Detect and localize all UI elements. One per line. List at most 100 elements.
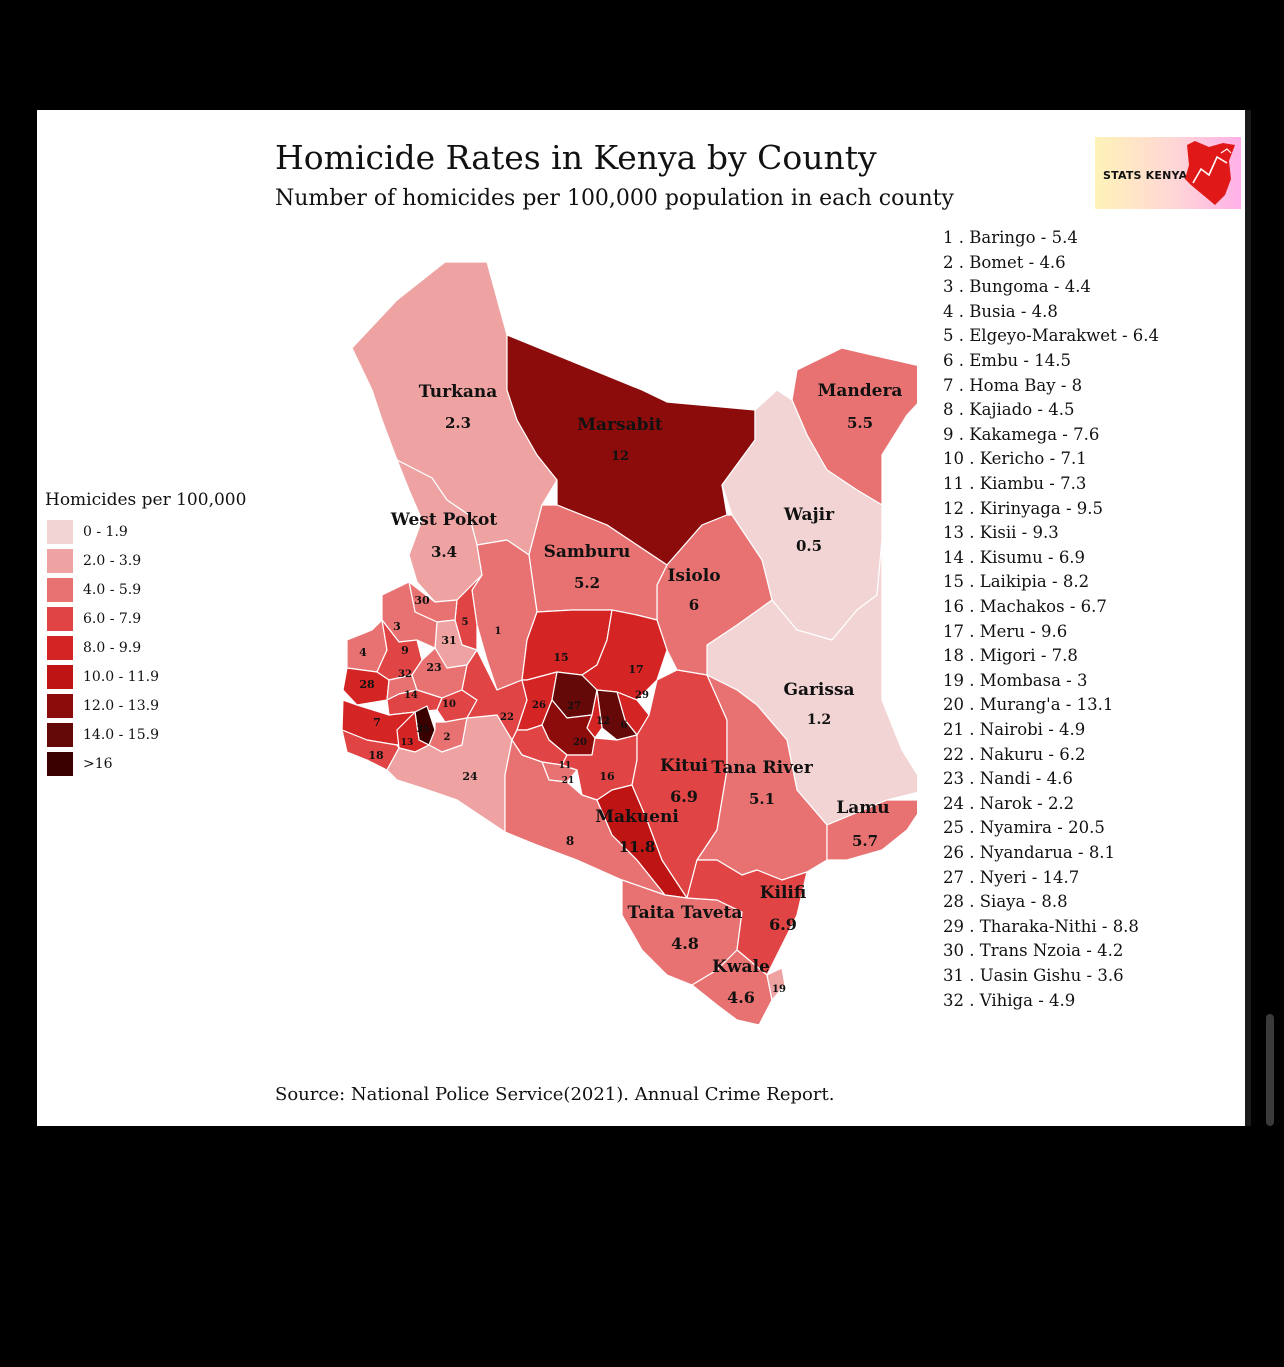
separator: - — [1016, 523, 1033, 543]
county-rate: 14.5 — [1034, 351, 1071, 370]
marker-31: 31 — [441, 634, 456, 647]
legend-label: 8.0 - 9.9 — [83, 640, 142, 656]
county-list-item: 7 . Homa Bay - 8 — [943, 376, 1082, 395]
county-list-item: 11 . Kiambu - 7.3 — [943, 474, 1086, 493]
county-rate: 5.4 — [1051, 228, 1078, 247]
value-kitui: 6.9 — [670, 787, 698, 806]
legend-label: 6.0 - 7.9 — [83, 611, 142, 627]
county-number: 13 — [943, 523, 964, 543]
county-rate: 8.8 — [1041, 892, 1068, 912]
label-makueni: Makueni — [595, 807, 679, 827]
county-name: Bungoma — [969, 277, 1049, 297]
separator: - — [1030, 769, 1047, 789]
county-list-item: 6 . Embu - 14.5 — [943, 351, 1071, 370]
label-isiolo: Isiolo — [667, 566, 720, 586]
figure-title: Homicide Rates in Kenya by County — [275, 138, 877, 177]
county-list-item: 15 . Laikipia - 8.2 — [943, 572, 1089, 591]
separator: . — [964, 916, 980, 936]
legend-swatch — [47, 723, 73, 747]
marker-4: 4 — [359, 646, 367, 659]
marker-15: 15 — [553, 651, 568, 664]
separator: . — [964, 523, 980, 543]
separator: - — [1032, 990, 1050, 1010]
county-number: 18 — [943, 646, 964, 666]
value-kwale: 4.6 — [727, 988, 755, 1007]
county-rate: 4.8 — [1031, 301, 1058, 321]
county-list-item: 8 . Kajiado - 4.5 — [943, 400, 1074, 419]
county-name: Baringo — [969, 228, 1036, 247]
county-list-item: 31 . Uasin Gishu - 3.6 — [943, 966, 1124, 985]
county-name: Bomet — [969, 252, 1024, 272]
figure-source: Source: National Police Service(2021). A… — [275, 1084, 835, 1105]
county-list-item: 32 . Vihiga - 4.9 — [943, 991, 1075, 1010]
label-tana-river: Tana River — [711, 758, 814, 778]
county-rate: 2.2 — [1047, 793, 1075, 813]
legend-label: 12.0 - 13.9 — [83, 698, 159, 714]
separator: . — [964, 474, 980, 493]
county-name: Trans Nzoia — [979, 941, 1081, 961]
county-number: 4 — [943, 301, 954, 321]
county-number: 25 — [943, 818, 964, 838]
separator: - — [1035, 228, 1052, 247]
county-number: 1 — [943, 228, 954, 247]
county-rate: 9.3 — [1032, 523, 1059, 543]
separator: . — [964, 547, 980, 567]
marker-8: 8 — [566, 834, 574, 848]
scrollbar-thumb[interactable] — [1266, 1014, 1274, 1126]
county-name: Uasin Gishu — [979, 966, 1082, 985]
separator: . — [964, 621, 980, 641]
legend-swatch — [47, 607, 73, 631]
county-rate: 8.8 — [1112, 916, 1139, 936]
separator: - — [1046, 572, 1063, 592]
separator: - — [1081, 966, 1098, 985]
separator: . — [953, 351, 970, 370]
separator: - — [1057, 424, 1074, 444]
county-name: Vihiga — [979, 990, 1033, 1010]
county-rate: 7.8 — [1051, 646, 1078, 666]
county-name: Nairobi — [979, 720, 1043, 739]
county-number: 23 — [943, 769, 964, 789]
label-wajir: Wajir — [783, 505, 835, 525]
separator: . — [953, 228, 970, 247]
county-list-item: 19 . Mombasa - 3 — [943, 671, 1088, 690]
marker-9: 9 — [401, 644, 409, 657]
county-list-item: 26 . Nyandarua - 8.1 — [943, 843, 1115, 862]
county-list-item: 3 . Bungoma - 4.4 — [943, 277, 1091, 296]
value-garissa: 1.2 — [807, 712, 831, 728]
value-isiolo: 6 — [689, 596, 699, 614]
county-number: 14 — [943, 547, 964, 567]
legend-swatch — [47, 752, 73, 776]
legend-swatch — [47, 549, 73, 573]
county-name: Laikipia — [979, 572, 1047, 592]
county-rate: 8 — [1071, 375, 1083, 395]
county-number: 31 — [943, 966, 964, 985]
separator: . — [964, 720, 980, 739]
separator: . — [964, 941, 980, 961]
county-name: Elgeyo-Marakwet — [969, 326, 1117, 346]
county-list-item: 10 . Kericho - 7.1 — [943, 449, 1087, 468]
county-list-item: 23 . Nandi - 4.6 — [943, 769, 1073, 788]
separator: - — [1060, 695, 1077, 715]
stats-kenya-logo: STATS KENYA — [1095, 137, 1241, 209]
county-name: Kiambu — [979, 474, 1045, 493]
county-rate: 20.5 — [1068, 818, 1105, 838]
county-rate: 6.9 — [1058, 547, 1086, 567]
marker-19: 19 — [772, 984, 786, 995]
county-number: 24 — [943, 793, 964, 813]
separator: - — [1026, 867, 1043, 887]
county-list-item: 2 . Bomet - 4.6 — [943, 253, 1066, 272]
county-rate: 4.9 — [1059, 720, 1086, 739]
marker-12: 12 — [596, 716, 610, 727]
separator: - — [1015, 301, 1032, 321]
marker-7: 7 — [373, 716, 381, 729]
logo-text: STATS KENYA — [1103, 169, 1188, 182]
county-rate: 7.1 — [1060, 449, 1087, 469]
label-west-pokot: West Pokot — [390, 510, 498, 530]
county-rate: 6.2 — [1059, 744, 1086, 764]
separator: - — [1116, 326, 1133, 346]
separator: - — [1042, 547, 1059, 567]
county-rate: 7.6 — [1073, 424, 1100, 444]
marker-25: 25 — [417, 725, 430, 735]
county-number: 15 — [943, 572, 964, 592]
county-number: 8 — [943, 400, 954, 420]
